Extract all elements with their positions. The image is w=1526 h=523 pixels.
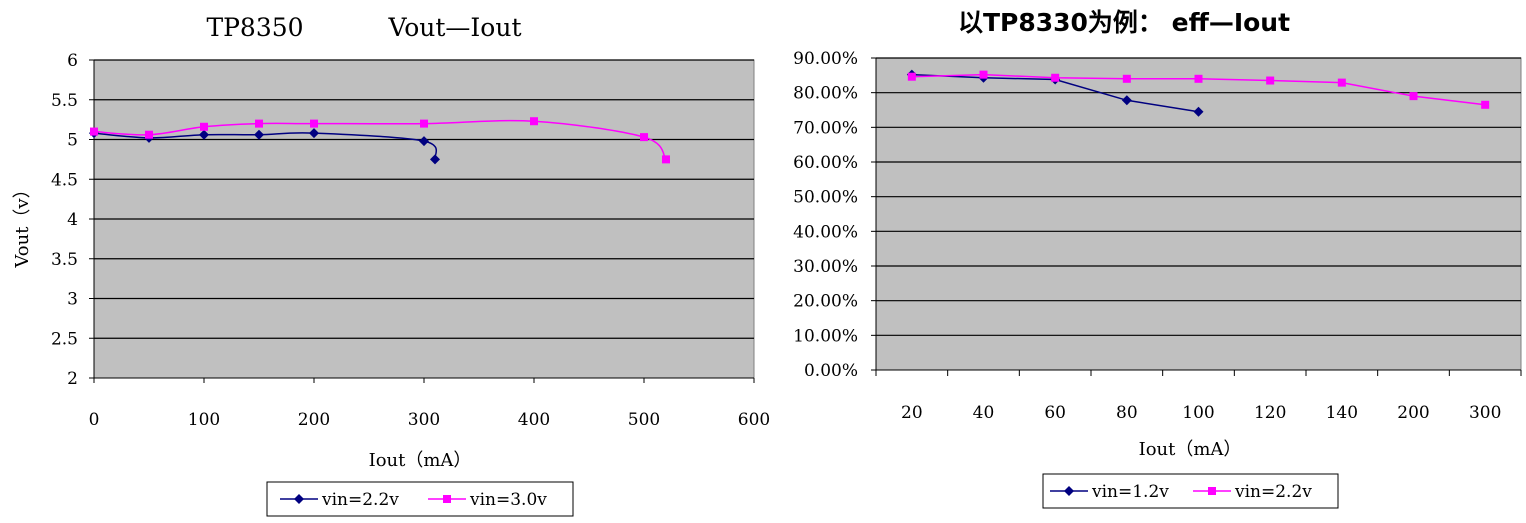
y-tick-label: 3.5 bbox=[51, 250, 78, 270]
y-tick-label: 70.00% bbox=[793, 118, 858, 138]
data-point-series-2 bbox=[145, 130, 153, 139]
x-tick-label: 200 bbox=[1397, 403, 1429, 423]
data-point-series-2 bbox=[1122, 74, 1131, 83]
data-point-series-2 bbox=[200, 122, 208, 131]
chart-right: 以TP8330为例： eff—Iout 0.00% 10.00% 20.00% 30.… bbox=[793, 8, 1522, 509]
chart-right-x-axis-label: Iout（mA） bbox=[1139, 439, 1242, 460]
legend-marker-series-1 bbox=[1064, 486, 1074, 496]
legend-label-series-2: vin=2.2v bbox=[1234, 482, 1312, 502]
chart-right-y-tick-labels: 0.00% 10.00% 20.00% 30.00% 40.00% 50.00% 60.00… bbox=[793, 49, 858, 381]
y-tick-label: 2 bbox=[67, 369, 78, 389]
x-tick-label: 400 bbox=[518, 410, 550, 430]
data-point-series-2 bbox=[662, 155, 670, 164]
chart-left-x-axis-label: Iout（mA） bbox=[369, 450, 472, 471]
data-point-series-2 bbox=[1481, 100, 1490, 109]
y-tick-label: 80.00% bbox=[793, 84, 858, 104]
chart-left-y-axis-label: Vout（v） bbox=[12, 180, 33, 268]
y-tick-label: 30.00% bbox=[793, 257, 858, 277]
y-tick-label: 10.00% bbox=[793, 326, 858, 346]
chart-right-x-tick-labels: 20 40 60 80 100 120 140 200 300 bbox=[901, 403, 1501, 423]
chart-left-legend: vin=2.2v vin=3.0v bbox=[266, 481, 574, 517]
y-tick-label: 6 bbox=[67, 51, 78, 71]
legend-marker-series-2 bbox=[1208, 487, 1216, 495]
y-tick-label: 4.5 bbox=[51, 170, 78, 190]
data-point-series-2 bbox=[255, 119, 263, 128]
data-point-series-2 bbox=[1051, 73, 1060, 82]
x-tick-label: 300 bbox=[408, 410, 440, 430]
data-point-series-1 bbox=[1193, 106, 1204, 117]
data-point-series-1 bbox=[1121, 95, 1132, 106]
x-tick-label: 40 bbox=[973, 403, 995, 423]
y-tick-label: 4 bbox=[67, 210, 78, 230]
y-tick-label: 90.00% bbox=[793, 49, 858, 69]
data-point-series-1 bbox=[430, 154, 440, 165]
x-tick-label: 120 bbox=[1254, 403, 1286, 423]
data-point-series-2 bbox=[1266, 76, 1275, 85]
chart-right-axes bbox=[871, 57, 1522, 376]
y-tick-label: 2.5 bbox=[51, 329, 78, 349]
y-tick-label: 20.00% bbox=[793, 292, 858, 312]
legend-box bbox=[1042, 473, 1339, 509]
y-tick-label: 50.00% bbox=[793, 188, 858, 208]
chart-right-title: 以TP8330为例： eff—Iout bbox=[958, 8, 1290, 37]
chart-left: TP8350 Vout—Iout 2 2.5 3 3.5 4 4.5 5 5.5 6 0 100 2… bbox=[12, 13, 771, 517]
legend-marker-series-2 bbox=[443, 495, 451, 503]
x-tick-label: 300 bbox=[1469, 403, 1501, 423]
chart-right-gridlines bbox=[876, 57, 1521, 336]
y-tick-label: 60.00% bbox=[793, 153, 858, 173]
data-point-series-2 bbox=[1337, 78, 1346, 87]
data-point-series-1 bbox=[254, 129, 264, 140]
y-tick-label: 5 bbox=[67, 131, 78, 151]
x-tick-label: 60 bbox=[1044, 403, 1066, 423]
chart-left-subtitle: Vout—Iout bbox=[387, 13, 521, 42]
x-tick-label: 20 bbox=[901, 403, 923, 423]
legend-label-series-1: vin=1.2v bbox=[1091, 482, 1169, 502]
y-tick-label: 40.00% bbox=[793, 222, 858, 242]
data-point-series-2 bbox=[90, 127, 98, 136]
y-tick-label: 0.00% bbox=[804, 361, 858, 381]
data-point-series-2 bbox=[1194, 74, 1203, 83]
series-line-2 bbox=[93, 119, 667, 160]
x-tick-label: 200 bbox=[298, 410, 330, 430]
legend-marker-series-1 bbox=[294, 494, 304, 504]
chart-left-x-tick-labels: 0 100 200 300 400 500 600 bbox=[89, 410, 771, 430]
data-point-series-2 bbox=[1409, 92, 1418, 101]
data-point-series-2 bbox=[640, 133, 648, 142]
x-tick-label: 0 bbox=[89, 410, 100, 430]
chart-right-series bbox=[906, 69, 1490, 117]
chart-left-y-tick-labels: 2 2.5 3 3.5 4 4.5 5 5.5 6 bbox=[51, 51, 78, 389]
data-point-series-2 bbox=[310, 119, 318, 128]
chart-left-title: TP8350 bbox=[206, 13, 303, 42]
data-point-series-1 bbox=[199, 129, 209, 140]
x-tick-label: 140 bbox=[1326, 403, 1358, 423]
data-point-series-1 bbox=[309, 128, 319, 139]
data-point-series-2 bbox=[979, 70, 988, 79]
legend-label-series-1: vin=2.2v bbox=[321, 490, 399, 510]
x-tick-label: 500 bbox=[628, 410, 660, 430]
chart-left-series bbox=[89, 117, 670, 165]
x-tick-label: 100 bbox=[188, 410, 220, 430]
chart-right-plot-area bbox=[875, 57, 1522, 371]
y-tick-label: 3 bbox=[67, 290, 78, 310]
x-tick-label: 100 bbox=[1182, 403, 1214, 423]
chart-right-legend: vin=1.2v vin=2.2v bbox=[1042, 473, 1339, 509]
data-point-series-1 bbox=[419, 136, 429, 147]
y-tick-label: 5.5 bbox=[51, 91, 78, 111]
data-point-series-2 bbox=[530, 117, 538, 126]
legend-label-series-2: vin=3.0v bbox=[469, 490, 547, 510]
x-tick-label: 80 bbox=[1116, 403, 1138, 423]
data-point-series-2 bbox=[420, 119, 428, 128]
chart-left-axes bbox=[89, 59, 755, 383]
data-point-series-2 bbox=[907, 72, 916, 81]
x-tick-label: 600 bbox=[738, 410, 770, 430]
